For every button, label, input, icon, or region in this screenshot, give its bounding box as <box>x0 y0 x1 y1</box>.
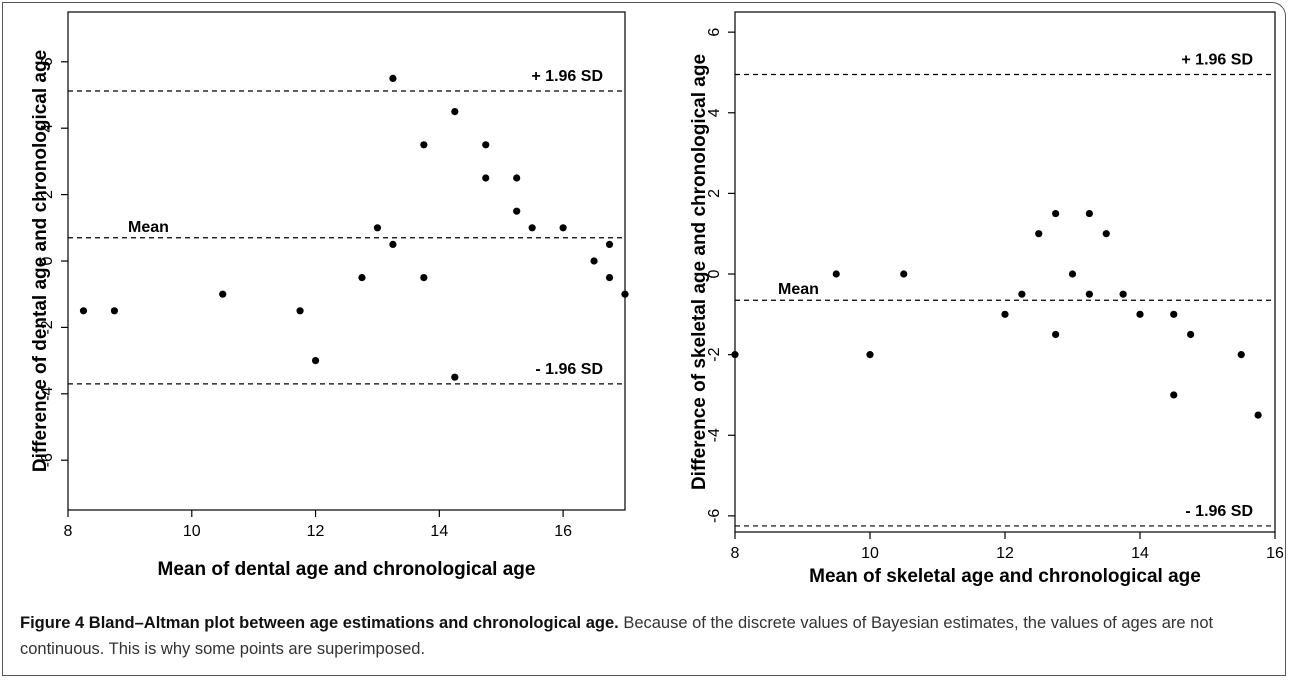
data-point <box>373 224 382 232</box>
plot-area-border <box>734 11 1276 533</box>
data-point <box>866 351 874 359</box>
data-point <box>832 270 840 278</box>
data-point <box>900 270 908 278</box>
caption-title: Bland–Altman plot between age estimation… <box>88 614 619 632</box>
data-point <box>513 174 521 182</box>
y-tick-label: 6 <box>706 28 723 37</box>
data-point <box>420 274 428 282</box>
data-point <box>1035 230 1043 238</box>
data-point <box>1237 351 1245 359</box>
x-tick-label: 14 <box>1131 545 1149 562</box>
data-point <box>1136 310 1144 318</box>
y-tick-label: -4 <box>706 428 723 442</box>
data-point <box>1052 209 1060 218</box>
data-point <box>528 224 536 232</box>
caption-label: Figure 4 <box>20 614 85 632</box>
x-tick-label: 16 <box>1266 545 1284 562</box>
y-tick-label: 4 <box>706 108 723 117</box>
y-tick-label: 0 <box>39 256 56 265</box>
x-tick-label: 12 <box>996 545 1014 562</box>
x-axis-title: Mean of dental age and chronological age <box>158 559 536 580</box>
chart-panel-1: 8 10 12 14 16 -6 -4 -2 0 2 4 6 Mean of dental age an… <box>30 11 629 580</box>
data-point <box>451 108 459 116</box>
y-tick-label: 0 <box>706 269 723 278</box>
y-tick-label: -6 <box>39 453 56 467</box>
y-tick-label: -2 <box>39 320 56 334</box>
reference-line-label: - 1.96 SD <box>535 361 603 378</box>
data-point <box>1001 310 1009 318</box>
data-point <box>1018 290 1026 298</box>
x-tick-label: 8 <box>731 545 740 562</box>
data-point <box>79 307 88 315</box>
y-tick-label: 2 <box>39 190 56 199</box>
y-axis-title: Difference of dental age and chronologic… <box>30 50 51 472</box>
data-point <box>389 240 397 248</box>
y-axis-title: Difference of skeletal age and chronolog… <box>689 54 710 490</box>
data-point <box>358 274 366 282</box>
data-point <box>482 174 490 182</box>
data-point <box>1187 330 1195 339</box>
figure-charts: 8 10 12 14 16 -6 -4 -2 0 2 4 6 Mean of dental age an… <box>30 11 1284 587</box>
chart-panel-2: 8 10 12 14 16 -6 -4 -2 0 2 4 6 Mean of skeletal age … <box>689 11 1284 587</box>
data-point <box>389 74 397 82</box>
x-tick-label: 12 <box>307 523 325 540</box>
data-point <box>219 290 227 298</box>
y-tick-label: -2 <box>706 347 723 361</box>
data-point <box>590 257 598 265</box>
reference-line-label: - 1.96 SD <box>1185 503 1253 520</box>
caption-text: Because of the discrete values of Bayesi… <box>20 614 1214 658</box>
y-tick-label: 4 <box>39 124 56 133</box>
x-tick-label: 10 <box>183 523 201 540</box>
y-tick-label: -6 <box>706 509 723 523</box>
data-point <box>1170 391 1178 399</box>
data-point <box>1170 310 1178 318</box>
reference-line-label: Mean <box>778 281 819 298</box>
x-tick-label: 16 <box>554 523 572 540</box>
reference-line-label: + 1.96 SD <box>531 68 603 85</box>
data-point <box>513 207 521 215</box>
data-point <box>621 290 629 298</box>
data-point <box>482 141 490 149</box>
data-point <box>1254 411 1262 419</box>
data-point <box>605 274 614 282</box>
data-point <box>420 141 428 149</box>
data-point <box>1085 209 1093 218</box>
y-tick-label: -4 <box>39 387 56 401</box>
data-point <box>296 307 304 315</box>
data-point <box>110 307 119 315</box>
reference-line-label: + 1.96 SD <box>1181 51 1253 68</box>
figure-caption: Figure 4 Bland–Altman plot between age e… <box>20 610 1270 662</box>
data-point <box>605 240 614 248</box>
plot-area-border <box>67 11 626 511</box>
x-tick-label: 14 <box>430 523 448 540</box>
data-point <box>1085 290 1093 298</box>
y-tick-label: 2 <box>706 189 723 198</box>
data-point <box>1102 230 1110 238</box>
x-tick-label: 10 <box>861 545 879 562</box>
data-point <box>1068 270 1077 278</box>
x-tick-label: 8 <box>64 523 73 540</box>
data-point <box>1119 290 1127 298</box>
data-point <box>559 224 567 232</box>
y-tick-label: 6 <box>39 57 56 66</box>
reference-line-label: Mean <box>128 219 169 236</box>
data-point <box>311 357 320 365</box>
data-point <box>731 351 739 359</box>
x-axis-title: Mean of skeletal age and chronological a… <box>809 566 1201 587</box>
data-point <box>451 373 459 381</box>
data-point <box>1052 330 1060 339</box>
